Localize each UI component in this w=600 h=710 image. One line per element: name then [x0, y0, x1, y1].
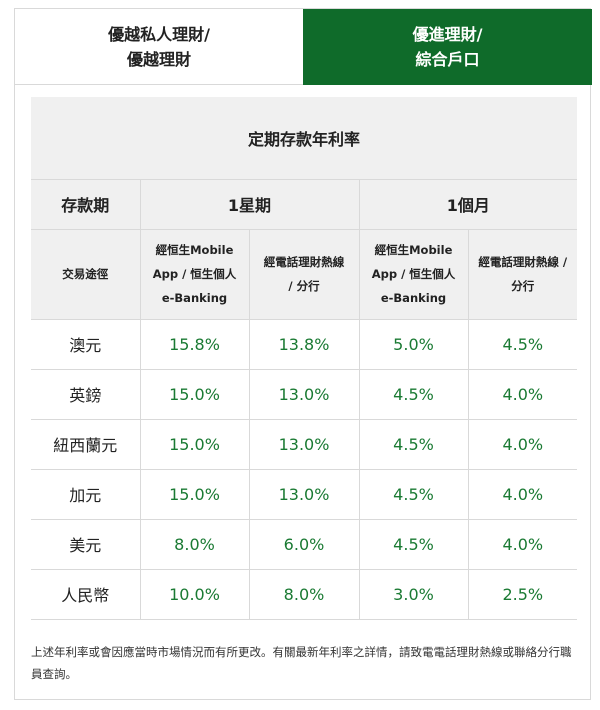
- table-title: 定期存款年利率: [31, 97, 578, 179]
- channel-text: 經電話理財熱線 /: [478, 255, 568, 269]
- tab-label-line1: 優越私人理財/: [108, 24, 210, 44]
- rate-cell: 8.0%: [249, 568, 360, 620]
- channel-text: App / 恒生個人: [371, 267, 456, 281]
- channel-text: e-Banking: [161, 291, 228, 305]
- rate-cell: 4.5%: [359, 418, 469, 469]
- table-row: 美元 8.0% 6.0% 4.5% 4.0%: [31, 518, 578, 569]
- rate-cell: 8.0%: [140, 518, 250, 569]
- rate-cell: 6.0%: [249, 518, 360, 569]
- currency-cell: 人民幣: [31, 568, 141, 620]
- rate-cell: 4.0%: [468, 368, 578, 419]
- channel-text: 經恒生Mobile: [374, 243, 453, 257]
- rate-cell: 4.5%: [359, 518, 469, 569]
- header-channel: 交易途徑: [31, 228, 141, 319]
- rate-cell: 15.0%: [140, 418, 250, 469]
- tab-label-line2: 綜合戶口: [415, 50, 480, 69]
- rate-cell: 4.0%: [468, 418, 578, 469]
- rate-cell: 4.0%: [468, 468, 578, 519]
- rates-panel: 優越私人理財/ 優越理財 優進理財/ 綜合戶口 定期存款年利率 存款期 1星期 …: [14, 8, 592, 700]
- table-row: 英鎊 15.0% 13.0% 4.5% 4.0%: [31, 368, 578, 419]
- table-row: 紐西蘭元 15.0% 13.0% 4.5% 4.0%: [31, 418, 578, 469]
- header-channel-phone-month: 經電話理財熱線 / 分行: [468, 228, 578, 319]
- channel-text: e-Banking: [380, 291, 447, 305]
- rate-cell: 10.0%: [140, 568, 250, 620]
- currency-cell: 加元: [31, 468, 141, 519]
- rate-cell: 4.0%: [468, 518, 578, 569]
- rate-cell: 4.5%: [359, 468, 469, 519]
- header-period-1-month: 1個月: [359, 178, 578, 229]
- rate-cell: 13.0%: [249, 368, 360, 419]
- header-period-1-week: 1星期: [140, 178, 360, 229]
- currency-cell: 紐西蘭元: [31, 418, 141, 469]
- time-deposit-rates-table: 定期存款年利率 存款期 1星期 1個月 交易途徑 經恒生Mobile App /…: [31, 97, 578, 620]
- disclaimer-note: 上述年利率或會因應當時市場情況而有所更改。有關最新年利率之詳情，請致電電話理財熱…: [31, 645, 572, 681]
- account-tabs: 優越私人理財/ 優越理財 優進理財/ 綜合戶口: [15, 9, 592, 85]
- channel-text: / 分行: [288, 279, 320, 293]
- rate-cell: 2.5%: [468, 568, 578, 620]
- rate-cell: 13.0%: [249, 468, 360, 519]
- table-row: 人民幣 10.0% 8.0% 3.0% 2.5%: [31, 568, 578, 620]
- rates-table-wrapper: 定期存款年利率 存款期 1星期 1個月 交易途徑 經恒生Mobile App /…: [31, 97, 578, 620]
- tab-label-line2: 優越理財: [126, 49, 191, 69]
- currency-cell: 澳元: [31, 318, 141, 369]
- rate-cell: 4.5%: [359, 368, 469, 419]
- rate-cell: 4.5%: [468, 318, 578, 369]
- channel-text: 經恒生Mobile: [155, 243, 234, 257]
- rate-cell: 13.0%: [249, 418, 360, 469]
- channel-text: 分行: [511, 279, 535, 293]
- header-channel-online-week: 經恒生Mobile App / 恒生個人 e-Banking: [140, 228, 250, 319]
- header-channel-phone-week: 經電話理財熱線 / 分行: [249, 228, 360, 319]
- tab-label-line1: 優進理財/: [412, 25, 483, 44]
- header-channel-online-month: 經恒生Mobile App / 恒生個人 e-Banking: [359, 228, 469, 319]
- table-row: 澳元 15.8% 13.8% 5.0% 4.5%: [31, 318, 578, 369]
- tab-prestige-banking[interactable]: 優越私人理財/ 優越理財: [15, 9, 303, 85]
- rate-cell: 15.0%: [140, 468, 250, 519]
- rate-cell: 15.8%: [140, 318, 250, 369]
- rate-cell: 3.0%: [359, 568, 469, 620]
- table-row: 加元 15.0% 13.0% 4.5% 4.0%: [31, 468, 578, 519]
- channel-text: App / 恒生個人: [152, 267, 237, 281]
- tab-preferred-banking[interactable]: 優進理財/ 綜合戶口: [303, 9, 592, 85]
- rate-cell: 15.0%: [140, 368, 250, 419]
- rate-cell: 5.0%: [359, 318, 469, 369]
- header-deposit-period: 存款期: [31, 178, 141, 229]
- currency-cell: 美元: [31, 518, 141, 569]
- rate-cell: 13.8%: [249, 318, 360, 369]
- channel-text: 經電話理財熱線: [263, 255, 345, 269]
- currency-cell: 英鎊: [31, 368, 141, 419]
